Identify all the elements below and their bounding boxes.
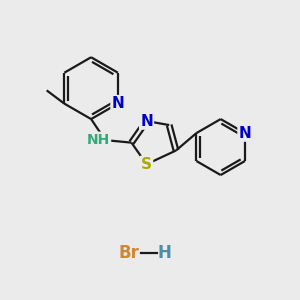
Text: N: N <box>112 96 124 111</box>
Text: N: N <box>140 114 153 129</box>
Text: NH: NH <box>87 133 110 147</box>
Text: N: N <box>238 126 251 141</box>
Text: S: S <box>141 157 152 172</box>
Text: Br: Br <box>119 244 140 262</box>
Text: H: H <box>158 244 172 262</box>
